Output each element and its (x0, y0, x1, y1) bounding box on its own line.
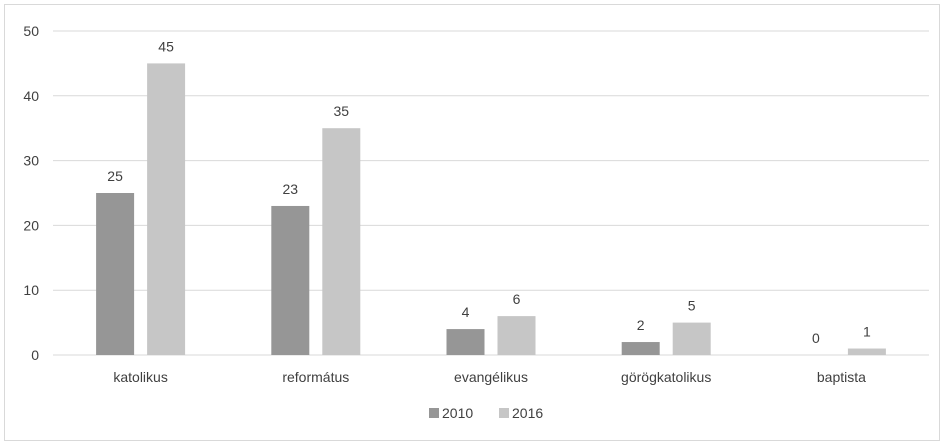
bar-2010 (271, 205, 310, 355)
data-label: 25 (107, 168, 123, 184)
y-tick-label: 50 (23, 23, 39, 39)
data-label: 1 (863, 324, 871, 340)
bar-2010 (621, 342, 660, 355)
y-axis-tick-labels: 0 10 20 30 40 50 (23, 23, 39, 363)
data-label: 23 (283, 181, 299, 197)
x-tick-label: görögkatolikus (621, 369, 711, 385)
x-tick-label: baptista (817, 369, 866, 385)
y-tick-label: 10 (23, 282, 39, 298)
x-tick-label: katolikus (113, 369, 167, 385)
legend: 2010 2016 (429, 405, 543, 421)
legend-swatch-2010 (429, 408, 439, 418)
data-label: 6 (513, 291, 521, 307)
bar-2016 (497, 316, 536, 355)
data-label: 45 (158, 38, 174, 54)
x-tick-label: evangélikus (454, 369, 528, 385)
bars (96, 63, 886, 356)
x-axis-tick-labels: katolikus református evangélikus görögkatol… (113, 369, 866, 385)
bar-2016 (847, 348, 886, 355)
y-tick-label: 30 (23, 153, 39, 169)
bar-2016 (322, 128, 361, 355)
x-tick-label: református (282, 369, 349, 385)
data-label: 4 (462, 304, 470, 320)
y-tick-label: 40 (23, 88, 39, 104)
legend-label: 2016 (512, 405, 543, 421)
data-label: 35 (334, 103, 350, 119)
legend-label: 2010 (442, 405, 473, 421)
chart-frame: 0 10 20 30 40 50 25 45 23 35 4 6 2 5 0 1 katolikus refo… (4, 4, 940, 441)
y-tick-label: 0 (31, 347, 39, 363)
data-label: 5 (688, 298, 696, 314)
gridlines (53, 30, 929, 356)
y-tick-label: 20 (23, 217, 39, 233)
data-label: 2 (637, 317, 645, 333)
bar-2010 (96, 193, 135, 355)
bar-2016 (147, 63, 186, 356)
bar-2016 (672, 322, 711, 355)
bar-2010 (446, 329, 485, 355)
data-label: 0 (812, 330, 820, 346)
legend-swatch-2016 (499, 408, 509, 418)
